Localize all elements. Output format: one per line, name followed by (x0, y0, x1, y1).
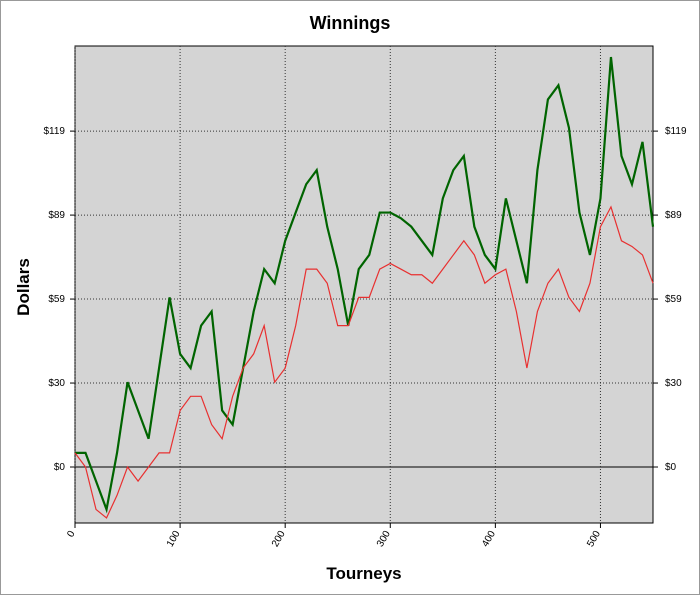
y-tick-label: $30 (48, 378, 65, 389)
x-tick-label: 100 (165, 529, 183, 549)
y-axis-label: Dollars (14, 258, 33, 316)
chart-title: Winnings (310, 13, 391, 33)
x-tick-label: 0 (65, 529, 78, 540)
x-tick-label: 400 (480, 529, 498, 549)
x-tick-label: 200 (270, 529, 288, 549)
x-tick-label: 300 (375, 529, 393, 549)
y2-tick-label: $30 (665, 378, 682, 389)
y2-tick-label: $0 (665, 462, 677, 473)
y-tick-label: $89 (48, 210, 65, 221)
y2-tick-label: $119 (665, 126, 687, 137)
series-line (75, 56, 655, 514)
y-tick-label: $119 (43, 126, 65, 137)
series-line (74, 205, 654, 519)
y-tick-label: $0 (54, 462, 66, 473)
x-tick-label: 500 (585, 529, 603, 549)
y2-tick-label: $89 (665, 210, 682, 221)
y2-tick-label: $59 (665, 294, 682, 305)
x-axis-label: Tourneys (326, 564, 401, 583)
y-tick-label: $59 (48, 294, 65, 305)
